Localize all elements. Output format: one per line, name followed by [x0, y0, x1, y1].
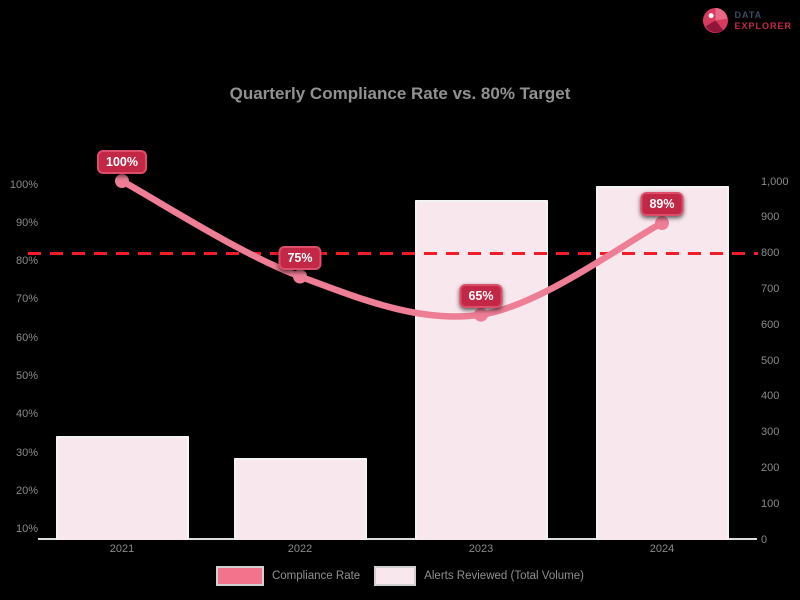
data-label-chip: 75%	[278, 245, 322, 270]
y-axis-tick-label-right: 300	[761, 426, 780, 439]
line-point-marker[interactable]	[115, 174, 129, 188]
y-axis-tick-label-left: 50%	[15, 370, 38, 383]
legend-swatch-line	[215, 566, 264, 586]
legend-swatch-bar	[374, 566, 417, 586]
y-axis-tick-label-right: 600	[761, 318, 780, 331]
legend-item-alerts-volume[interactable]: Alerts Reviewed (Total Volume)	[374, 566, 584, 586]
logo-line2: EXPLORER	[734, 20, 792, 31]
y-axis-tick-label-left: 10%	[15, 523, 38, 536]
y-axis-tick-label-right: 800	[761, 247, 780, 260]
legend-label-line: Compliance Rate	[271, 570, 361, 582]
y-axis-tick-label-left: 90%	[15, 216, 38, 229]
y-axis-tick-label-right: 0	[761, 533, 768, 546]
y-axis-tick-label-left: 30%	[15, 446, 38, 459]
legend-label-bar: Alerts Reviewed (Total Volume)	[424, 570, 584, 582]
legend: Compliance Rate Alerts Reviewed (Total V…	[0, 566, 800, 586]
logo-line1: DATA	[734, 9, 763, 20]
y-axis-tick-label-right: 100	[761, 497, 780, 510]
y-axis-tick-label-right: 400	[761, 390, 780, 403]
y-axis-tick-label-left: 40%	[15, 408, 38, 421]
logo-text: DATA EXPLORER	[734, 10, 792, 32]
x-axis-tick-label: 2022	[287, 543, 313, 555]
y-axis-tick-label-left: 100%	[9, 178, 38, 191]
y-axis-tick-label-left: 70%	[15, 293, 38, 306]
x-axis-tick-label: 2021	[109, 543, 135, 555]
data-label-chip: 89%	[640, 192, 684, 217]
bar[interactable]	[595, 186, 729, 540]
bar[interactable]	[55, 436, 189, 540]
y-axis-tick-label-left: 80%	[15, 255, 38, 268]
x-axis-tick-label: 2023	[468, 543, 494, 555]
y-axis-tick-label-left: 60%	[15, 331, 38, 344]
x-axis-line	[38, 538, 757, 540]
y-axis-tick-label-right: 200	[761, 461, 780, 474]
y-axis-tick-label-right: 1,000	[761, 175, 789, 188]
logo: DATA EXPLORER	[702, 7, 792, 34]
logo-icon	[703, 7, 729, 34]
y-axis-tick-label-right: 700	[761, 282, 780, 295]
y-axis-tick-label-left: 20%	[15, 485, 38, 498]
data-label-chip: 100%	[97, 150, 147, 174]
y-axis-tick-label-right: 500	[761, 354, 780, 367]
target-threshold-line	[28, 252, 758, 255]
bar[interactable]	[233, 457, 367, 540]
x-axis-tick-label: 2024	[649, 543, 675, 555]
line-point-marker[interactable]	[293, 269, 307, 284]
chart-title: Quarterly Compliance Rate vs. 80% Target	[229, 84, 571, 103]
legend-item-compliance-rate[interactable]: Compliance Rate	[215, 566, 361, 586]
data-label-chip: 65%	[459, 283, 503, 308]
y-axis-tick-label-right: 900	[761, 211, 780, 224]
